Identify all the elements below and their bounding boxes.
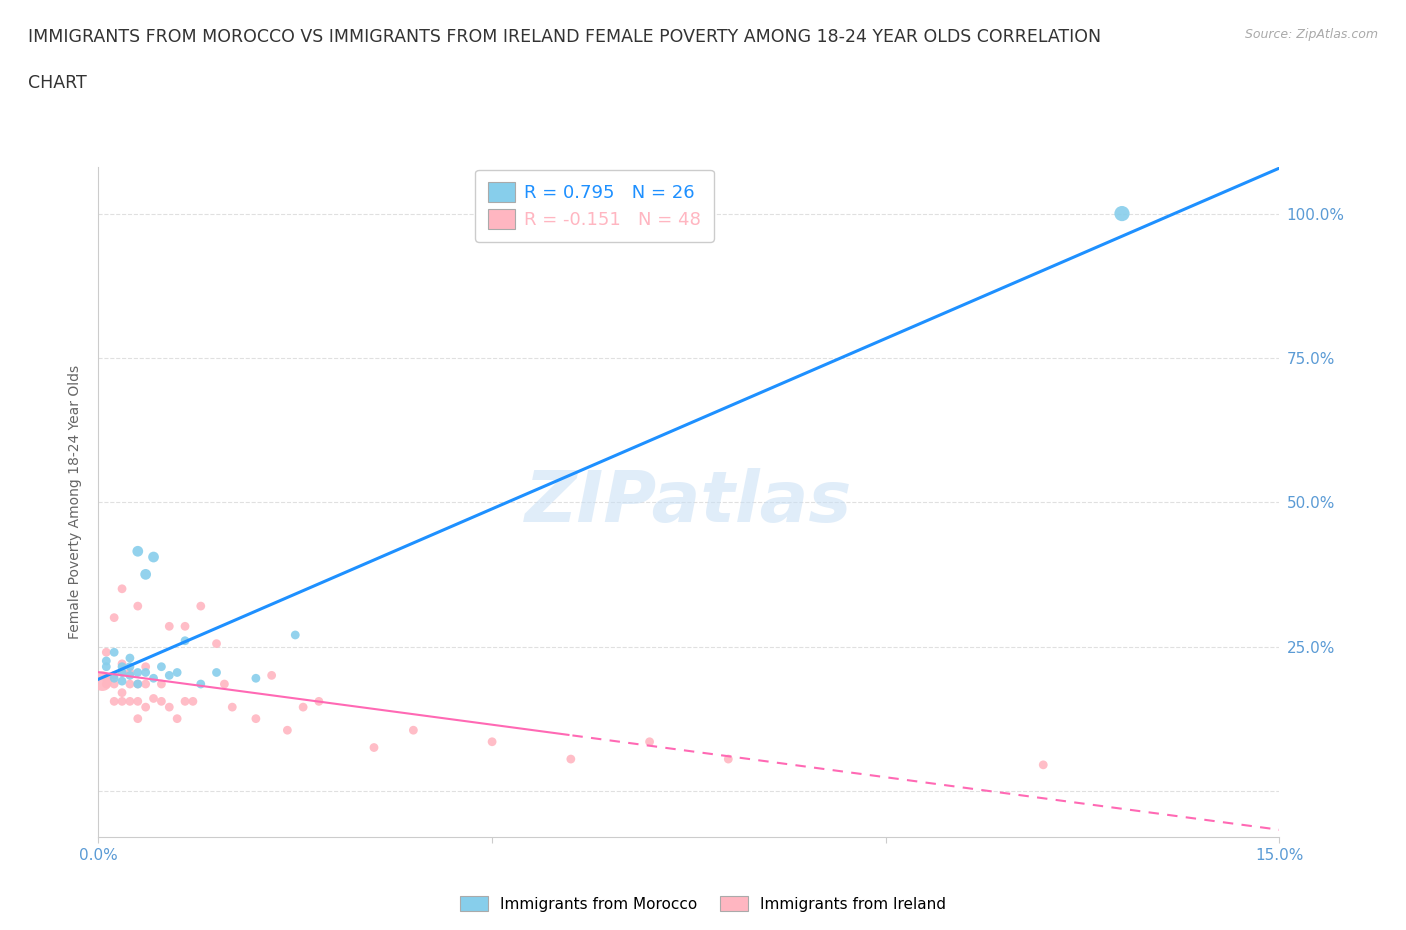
Legend: R = 0.795   N = 26, R = -0.151   N = 48: R = 0.795 N = 26, R = -0.151 N = 48 <box>475 170 714 242</box>
Point <box>150 694 173 709</box>
Point <box>118 659 141 674</box>
Point <box>142 691 165 706</box>
Point <box>127 677 149 692</box>
Text: IMMIGRANTS FROM MOROCCO VS IMMIGRANTS FROM IRELAND FEMALE POVERTY AMONG 18-24 YE: IMMIGRANTS FROM MOROCCO VS IMMIGRANTS FR… <box>28 28 1101 46</box>
Point <box>308 694 330 709</box>
Point <box>135 699 157 714</box>
Point <box>221 699 243 714</box>
Point <box>111 659 134 674</box>
Point <box>127 711 149 726</box>
Point <box>142 550 165 565</box>
Point <box>127 694 149 709</box>
Point <box>127 599 149 614</box>
Point <box>560 751 582 766</box>
Point <box>174 694 197 709</box>
Point <box>127 665 149 680</box>
Text: Source: ZipAtlas.com: Source: ZipAtlas.com <box>1244 28 1378 41</box>
Point <box>103 694 125 709</box>
Point <box>150 677 173 692</box>
Point <box>91 673 114 688</box>
Point <box>174 618 197 633</box>
Point <box>260 668 283 683</box>
Point <box>111 665 134 680</box>
Point <box>284 628 307 643</box>
Point <box>111 673 134 688</box>
Point <box>363 740 385 755</box>
Point <box>103 677 125 692</box>
Point <box>118 677 141 692</box>
Point <box>103 668 125 683</box>
Point <box>118 694 141 709</box>
Point <box>96 644 118 659</box>
Point <box>118 651 141 666</box>
Point <box>135 659 157 674</box>
Point <box>135 567 157 582</box>
Point <box>166 665 188 680</box>
Point <box>96 677 118 692</box>
Point <box>157 618 180 633</box>
Point <box>127 544 149 559</box>
Point <box>481 735 503 750</box>
Point <box>157 668 180 683</box>
Point <box>638 735 661 750</box>
Point <box>118 668 141 683</box>
Text: ZIPatlas: ZIPatlas <box>526 468 852 537</box>
Point <box>1111 206 1133 221</box>
Point <box>142 671 165 685</box>
Point <box>96 671 118 685</box>
Point <box>96 659 118 674</box>
Point <box>135 677 157 692</box>
Point <box>276 723 298 737</box>
Point <box>118 665 141 680</box>
Point <box>181 694 204 709</box>
Point <box>111 657 134 671</box>
Point <box>157 699 180 714</box>
Point <box>214 677 236 692</box>
Point <box>402 723 425 737</box>
Point <box>174 633 197 648</box>
Point <box>111 694 134 709</box>
Point <box>1032 757 1054 772</box>
Y-axis label: Female Poverty Among 18-24 Year Olds: Female Poverty Among 18-24 Year Olds <box>69 365 83 639</box>
Point <box>127 677 149 692</box>
Point <box>135 665 157 680</box>
Point <box>103 644 125 659</box>
Point <box>111 665 134 680</box>
Point <box>111 581 134 596</box>
Point <box>111 685 134 700</box>
Point <box>103 610 125 625</box>
Point <box>245 711 267 726</box>
Legend: Immigrants from Morocco, Immigrants from Ireland: Immigrants from Morocco, Immigrants from… <box>454 889 952 918</box>
Point <box>150 659 173 674</box>
Point <box>96 654 118 669</box>
Text: CHART: CHART <box>28 74 87 92</box>
Point <box>717 751 740 766</box>
Point <box>190 599 212 614</box>
Point <box>190 677 212 692</box>
Point <box>245 671 267 685</box>
Point <box>103 671 125 685</box>
Point <box>292 699 315 714</box>
Point <box>205 665 228 680</box>
Point <box>166 711 188 726</box>
Point <box>205 636 228 651</box>
